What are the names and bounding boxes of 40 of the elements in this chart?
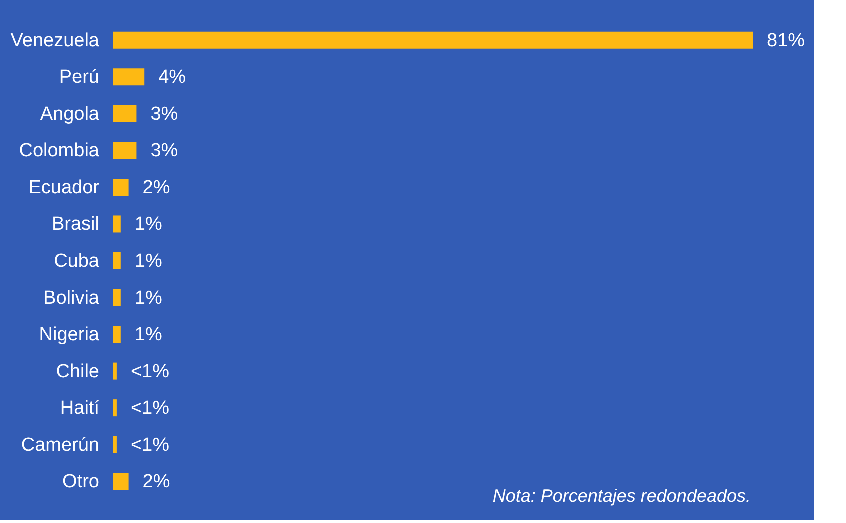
bar bbox=[113, 400, 117, 417]
data-label: 4% bbox=[158, 67, 186, 88]
y-tick-label: Bolivia bbox=[44, 288, 100, 309]
y-tick-label: Nigeria bbox=[39, 324, 100, 346]
bar bbox=[113, 32, 753, 49]
data-label: <1% bbox=[130, 398, 170, 420]
data-label: 2% bbox=[142, 177, 170, 198]
y-tick-label: Colombia bbox=[19, 140, 100, 162]
bar bbox=[113, 142, 137, 160]
data-label: 81% bbox=[767, 30, 806, 52]
bar bbox=[113, 326, 121, 344]
y-tick-label: Angola bbox=[40, 104, 100, 125]
data-label: 3% bbox=[150, 140, 178, 162]
y-tick-label: Perú bbox=[59, 67, 100, 88]
data-label: 2% bbox=[142, 472, 170, 493]
data-label: 1% bbox=[134, 251, 162, 272]
bar bbox=[113, 216, 121, 233]
data-label: 1% bbox=[134, 214, 162, 236]
bar bbox=[113, 105, 137, 122]
y-tick-label: Brasil bbox=[52, 214, 100, 236]
data-label: 1% bbox=[134, 324, 162, 346]
data-label: 1% bbox=[134, 288, 162, 309]
y-tick-label: Cuba bbox=[54, 251, 100, 272]
y-tick-label: Ecuador bbox=[28, 177, 100, 198]
y-tick-label: Haití bbox=[60, 398, 100, 420]
bar bbox=[113, 252, 121, 270]
bar bbox=[113, 68, 145, 86]
y-tick-label: Venezuela bbox=[10, 30, 100, 52]
bar bbox=[113, 362, 117, 380]
bar bbox=[113, 473, 129, 490]
y-tick-label: Otro bbox=[62, 472, 100, 493]
bar bbox=[113, 289, 121, 306]
y-tick-label: Camerún bbox=[21, 434, 100, 456]
annotation: Nota: Porcentajes redondeados. bbox=[492, 486, 751, 506]
bar bbox=[113, 178, 129, 196]
data-label: <1% bbox=[130, 434, 170, 456]
data-label: <1% bbox=[130, 361, 170, 382]
y-tick-label: Chile bbox=[56, 361, 100, 382]
bar bbox=[113, 436, 117, 454]
data-label: 3% bbox=[150, 104, 178, 125]
